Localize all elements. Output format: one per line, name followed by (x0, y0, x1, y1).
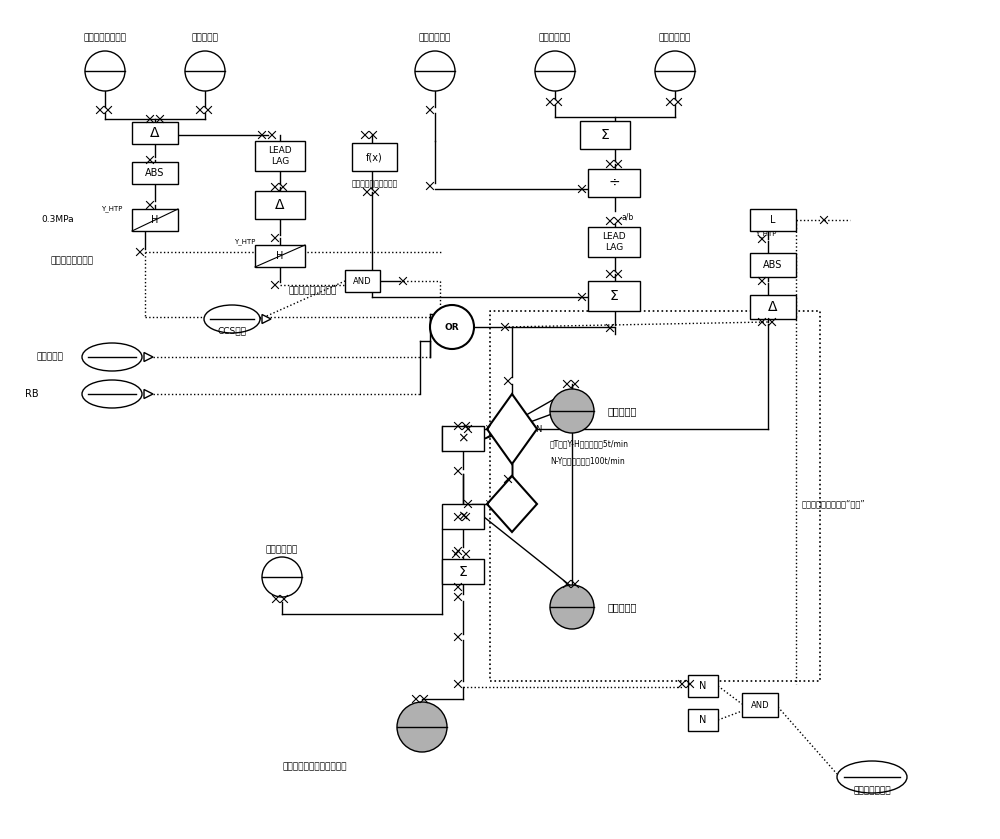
Ellipse shape (82, 380, 142, 408)
Text: 机组变负荷: 机组变负荷 (37, 352, 63, 362)
Text: 0.3MPa: 0.3MPa (42, 216, 74, 225)
FancyBboxPatch shape (255, 245, 305, 267)
Text: N: N (699, 715, 707, 725)
Text: ABS: ABS (145, 168, 165, 178)
Text: AND: AND (751, 701, 769, 710)
FancyBboxPatch shape (688, 709, 718, 731)
FancyBboxPatch shape (750, 253, 796, 277)
Text: RB: RB (25, 389, 39, 399)
Text: 机组供热负荷: 机组供热负荷 (659, 33, 691, 42)
Text: 主蒸汽压力: 主蒸汽压力 (192, 33, 218, 42)
FancyBboxPatch shape (132, 162, 178, 184)
Ellipse shape (204, 305, 260, 333)
Circle shape (85, 51, 125, 91)
Text: ×: × (457, 509, 469, 524)
Text: 主蒸汽压力偏差大: 主蒸汽压力偏差大 (51, 257, 94, 265)
Polygon shape (487, 476, 537, 532)
FancyBboxPatch shape (580, 121, 630, 149)
FancyBboxPatch shape (750, 295, 796, 319)
Text: 稳态功煤比: 稳态功煤比 (608, 602, 637, 612)
Circle shape (185, 51, 225, 91)
Text: Δ: Δ (150, 126, 160, 140)
Text: Δ: Δ (768, 300, 778, 314)
Text: Y: Y (486, 425, 491, 434)
FancyBboxPatch shape (588, 281, 640, 311)
Circle shape (262, 557, 302, 597)
FancyBboxPatch shape (345, 270, 380, 292)
Text: 动态功煤比: 动态功煤比 (608, 406, 637, 416)
Text: 主汽压偏差功煤比补偿: 主汽压偏差功煤比补偿 (352, 180, 398, 189)
Text: Y_HTP: Y_HTP (755, 231, 776, 237)
FancyBboxPatch shape (132, 122, 178, 144)
Text: 此T选择Y-H切换速率为5t/min: 此T选择Y-H切换速率为5t/min (550, 440, 629, 449)
Text: OR: OR (445, 322, 459, 331)
FancyBboxPatch shape (442, 559, 484, 584)
Circle shape (550, 585, 594, 629)
Text: Σ: Σ (601, 128, 609, 142)
Text: 机组实际负荷: 机组实际负荷 (539, 33, 571, 42)
Circle shape (535, 51, 575, 91)
Circle shape (550, 389, 594, 433)
Circle shape (655, 51, 695, 91)
Text: H: H (276, 251, 284, 261)
FancyBboxPatch shape (742, 693, 778, 717)
Text: ABS: ABS (763, 260, 783, 270)
FancyBboxPatch shape (255, 191, 305, 219)
Text: 主汽压力变化率过大: 主汽压力变化率过大 (288, 286, 336, 295)
FancyBboxPatch shape (442, 426, 484, 451)
FancyBboxPatch shape (688, 675, 718, 697)
Text: 机组负荷指令: 机组负荷指令 (266, 545, 298, 554)
Text: 机组总燃料量: 机组总燃料量 (419, 33, 451, 42)
Text: Σ: Σ (459, 565, 467, 579)
Text: Δ: Δ (275, 198, 285, 212)
Text: Y_HTP: Y_HTP (101, 206, 122, 212)
Text: 功煤比校正触发: 功煤比校正触发 (853, 786, 891, 795)
Text: ÷: ÷ (608, 176, 620, 190)
Text: f(x): f(x) (366, 152, 383, 162)
Text: Σ: Σ (610, 289, 618, 303)
Polygon shape (262, 315, 271, 324)
FancyBboxPatch shape (588, 227, 640, 257)
Text: LEAD
LAG: LEAD LAG (602, 232, 626, 252)
Text: CCS方式: CCS方式 (218, 326, 247, 336)
Text: 煤量校正功煤比设置“死区”: 煤量校正功煤比设置“死区” (802, 499, 866, 508)
FancyBboxPatch shape (132, 209, 178, 231)
FancyBboxPatch shape (442, 504, 484, 529)
Text: Y: Y (486, 499, 491, 508)
Polygon shape (144, 389, 153, 399)
Text: N: N (535, 425, 541, 434)
FancyBboxPatch shape (750, 209, 796, 231)
FancyBboxPatch shape (255, 141, 305, 171)
Text: 机组负荷静态基础煤量指令: 机组负荷静态基础煤量指令 (283, 763, 347, 772)
Text: 主蒸汽压力设定值: 主蒸汽压力设定值 (84, 33, 127, 42)
FancyBboxPatch shape (588, 169, 640, 197)
Polygon shape (144, 352, 153, 362)
Circle shape (430, 305, 474, 349)
Ellipse shape (837, 761, 907, 793)
Text: AND: AND (353, 277, 372, 285)
FancyBboxPatch shape (352, 143, 397, 171)
Text: N-Y的切换速率为100t/min: N-Y的切换速率为100t/min (550, 456, 625, 466)
Text: ×: × (457, 431, 469, 446)
Text: a/b: a/b (622, 212, 634, 221)
Circle shape (415, 51, 455, 91)
Text: Y_HTP: Y_HTP (234, 238, 255, 245)
Text: L: L (770, 215, 776, 225)
Text: H: H (151, 215, 159, 225)
Polygon shape (487, 394, 537, 464)
Circle shape (397, 702, 447, 752)
Text: N: N (699, 681, 707, 691)
Text: LEAD
LAG: LEAD LAG (268, 146, 292, 165)
Ellipse shape (82, 343, 142, 371)
